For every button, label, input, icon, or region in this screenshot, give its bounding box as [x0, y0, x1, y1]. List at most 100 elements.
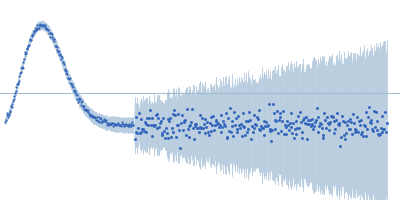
Point: [115, 123, 122, 126]
Point: [162, 136, 168, 139]
Point: [146, 117, 152, 120]
Point: [239, 112, 246, 115]
Point: [235, 114, 242, 118]
Point: [121, 125, 128, 128]
Point: [282, 132, 289, 135]
Point: [283, 126, 290, 129]
Point: [325, 122, 332, 125]
Point: [152, 114, 159, 117]
Point: [193, 122, 199, 125]
Point: [292, 119, 299, 122]
Point: [47, 35, 54, 38]
Point: [100, 119, 106, 122]
Point: [175, 124, 182, 127]
Point: [46, 31, 52, 35]
Point: [136, 112, 142, 115]
Point: [358, 119, 364, 122]
Point: [4, 114, 10, 117]
Point: [254, 117, 261, 121]
Point: [314, 106, 320, 110]
Point: [203, 126, 210, 129]
Point: [222, 111, 229, 115]
Point: [64, 72, 70, 75]
Point: [250, 113, 257, 116]
Point: [276, 118, 282, 121]
Point: [80, 106, 86, 109]
Point: [119, 121, 126, 124]
Point: [233, 116, 239, 119]
Point: [302, 121, 308, 124]
Point: [215, 122, 221, 125]
Point: [38, 24, 44, 28]
Point: [118, 125, 124, 128]
Point: [290, 122, 296, 125]
Point: [137, 131, 144, 134]
Point: [114, 122, 120, 126]
Point: [184, 127, 191, 131]
Point: [249, 125, 255, 128]
Point: [76, 96, 82, 100]
Point: [324, 116, 330, 119]
Point: [72, 91, 79, 94]
Point: [279, 120, 285, 123]
Point: [43, 26, 49, 29]
Point: [304, 138, 311, 141]
Point: [376, 133, 382, 136]
Point: [140, 128, 146, 131]
Point: [250, 130, 256, 133]
Point: [117, 123, 123, 127]
Point: [60, 60, 66, 63]
Point: [68, 84, 75, 87]
Point: [57, 53, 63, 56]
Point: [334, 123, 341, 126]
Point: [378, 115, 385, 118]
Point: [372, 111, 379, 114]
Point: [70, 85, 76, 88]
Point: [236, 123, 242, 126]
Point: [266, 130, 273, 133]
Point: [257, 129, 264, 132]
Point: [166, 119, 172, 122]
Point: [70, 89, 77, 93]
Point: [143, 131, 150, 134]
Point: [263, 120, 269, 123]
Point: [18, 70, 24, 74]
Point: [223, 135, 230, 138]
Point: [61, 62, 67, 65]
Point: [368, 119, 375, 122]
Point: [237, 127, 243, 130]
Point: [206, 134, 212, 137]
Point: [167, 116, 173, 119]
Point: [225, 116, 232, 119]
Point: [311, 124, 317, 128]
Point: [52, 44, 58, 47]
Point: [309, 122, 316, 125]
Point: [54, 48, 61, 52]
Point: [149, 116, 156, 119]
Point: [265, 123, 271, 126]
Point: [157, 121, 163, 124]
Point: [187, 123, 194, 127]
Point: [124, 123, 130, 126]
Point: [48, 31, 54, 34]
Point: [151, 124, 157, 127]
Point: [202, 131, 208, 134]
Point: [66, 77, 72, 80]
Point: [373, 120, 380, 123]
Point: [94, 118, 100, 122]
Point: [77, 103, 84, 106]
Point: [191, 122, 198, 125]
Point: [130, 124, 136, 127]
Point: [19, 65, 25, 69]
Point: [102, 120, 108, 123]
Point: [313, 119, 319, 122]
Point: [59, 60, 66, 63]
Point: [323, 126, 329, 129]
Point: [282, 123, 288, 127]
Point: [380, 127, 386, 130]
Point: [125, 124, 131, 127]
Point: [36, 26, 43, 29]
Point: [123, 123, 130, 126]
Point: [374, 129, 380, 132]
Point: [153, 127, 160, 130]
